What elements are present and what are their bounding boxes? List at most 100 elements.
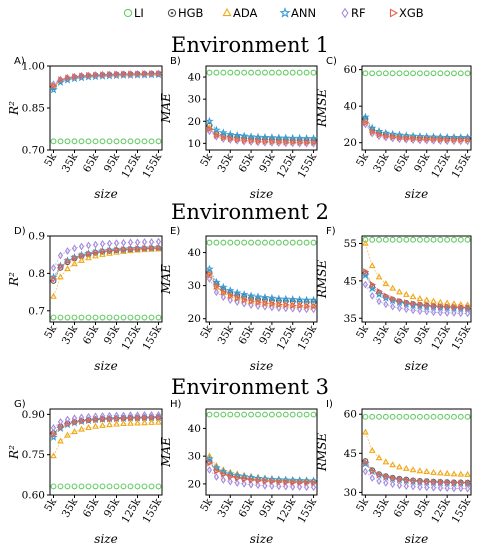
series-ann: [205, 116, 318, 143]
data-point: [423, 468, 431, 475]
y-tick-label: 0.90: [22, 409, 45, 421]
data-point: [431, 302, 438, 310]
data-point: [135, 70, 142, 78]
data-point: [92, 240, 99, 249]
data-point: [221, 134, 228, 142]
data-point: [430, 483, 437, 492]
data-point: [213, 473, 219, 481]
data-point: [85, 483, 92, 490]
data-point: [416, 236, 423, 243]
data-point: [444, 70, 451, 77]
data-point: [253, 132, 263, 141]
x-tick-label: 35k: [371, 323, 392, 347]
data-point: [402, 290, 410, 297]
data-point: [51, 275, 58, 283]
data-point: [148, 238, 155, 246]
data-point: [113, 138, 120, 145]
data-point: [382, 413, 389, 420]
data-point: [106, 138, 113, 145]
x-tick-label: 35k: [216, 323, 237, 347]
data-point: [255, 138, 262, 145]
data-point: [296, 69, 303, 76]
x-tick-label: 155k: [141, 151, 165, 180]
data-point: [383, 292, 390, 300]
data-point: [458, 136, 465, 144]
series-li: [206, 69, 317, 76]
y-tick-label: 60: [344, 64, 357, 76]
data-point: [50, 452, 57, 459]
data-point: [71, 244, 78, 253]
data-point: [234, 474, 241, 482]
series-line: [365, 284, 468, 314]
data-point: [376, 70, 382, 77]
data-point: [276, 482, 282, 491]
x-tick-label: 125k: [120, 151, 144, 180]
data-point: [444, 484, 450, 493]
data-point: [369, 281, 376, 288]
data-point: [297, 483, 303, 491]
data-point: [241, 239, 248, 246]
data-point: [248, 411, 255, 418]
plot-frame: [49, 408, 163, 496]
data-point: [397, 476, 404, 483]
x-tick-label: 5k: [354, 323, 371, 341]
data-point: [141, 483, 148, 490]
data-point: [383, 132, 390, 140]
data-point: [304, 302, 311, 310]
data-point: [368, 446, 376, 453]
data-point: [206, 69, 213, 76]
data-point: [451, 136, 458, 144]
data-point: [227, 296, 233, 305]
y-tick-label: 45: [344, 275, 357, 287]
data-point: [246, 291, 256, 300]
data-point: [155, 237, 162, 246]
data-point: [113, 483, 120, 490]
y-axis-label: RMSE: [315, 433, 329, 473]
x-tick-label: 155k: [450, 496, 474, 525]
data-point: [369, 474, 375, 482]
data-point: [71, 428, 78, 435]
data-point: [369, 70, 376, 77]
data-point: [424, 307, 430, 316]
data-point: [451, 479, 458, 487]
data-point: [206, 275, 213, 283]
series-ada: [362, 239, 471, 308]
x-tick-label: 95k: [102, 151, 123, 175]
data-point: [58, 76, 65, 84]
data-point: [64, 138, 71, 145]
legend-marker-rf: [341, 7, 349, 19]
data-point: [120, 483, 127, 490]
data-point: [403, 305, 409, 314]
data-point: [382, 280, 390, 287]
x-axis-label: size: [250, 187, 273, 201]
data-point: [78, 138, 85, 145]
series-line: [53, 422, 159, 457]
data-point: [310, 69, 317, 76]
data-point: [156, 244, 163, 252]
data-point: [205, 454, 214, 463]
data-point: [431, 478, 438, 486]
data-point: [409, 293, 417, 300]
legend-entry-xgb: XGB: [389, 6, 424, 20]
data-point: [309, 134, 318, 143]
y-axis-label: MAE: [159, 264, 173, 295]
data-point: [241, 475, 248, 483]
data-point: [464, 70, 471, 77]
data-point: [213, 411, 220, 418]
data-point: [113, 314, 120, 321]
data-point: [255, 239, 261, 246]
data-point: [71, 483, 78, 490]
data-point: [114, 70, 121, 78]
x-tick-label: 5k: [198, 151, 215, 169]
y-tick-label: 0.85: [22, 103, 45, 115]
data-point: [465, 479, 472, 487]
data-point: [424, 301, 431, 309]
data-point: [410, 477, 417, 485]
data-point: [269, 300, 276, 308]
data-point: [430, 468, 437, 475]
data-point: [79, 72, 86, 80]
data-point: [93, 416, 100, 424]
data-point: [465, 484, 471, 493]
data-point: [64, 431, 71, 438]
